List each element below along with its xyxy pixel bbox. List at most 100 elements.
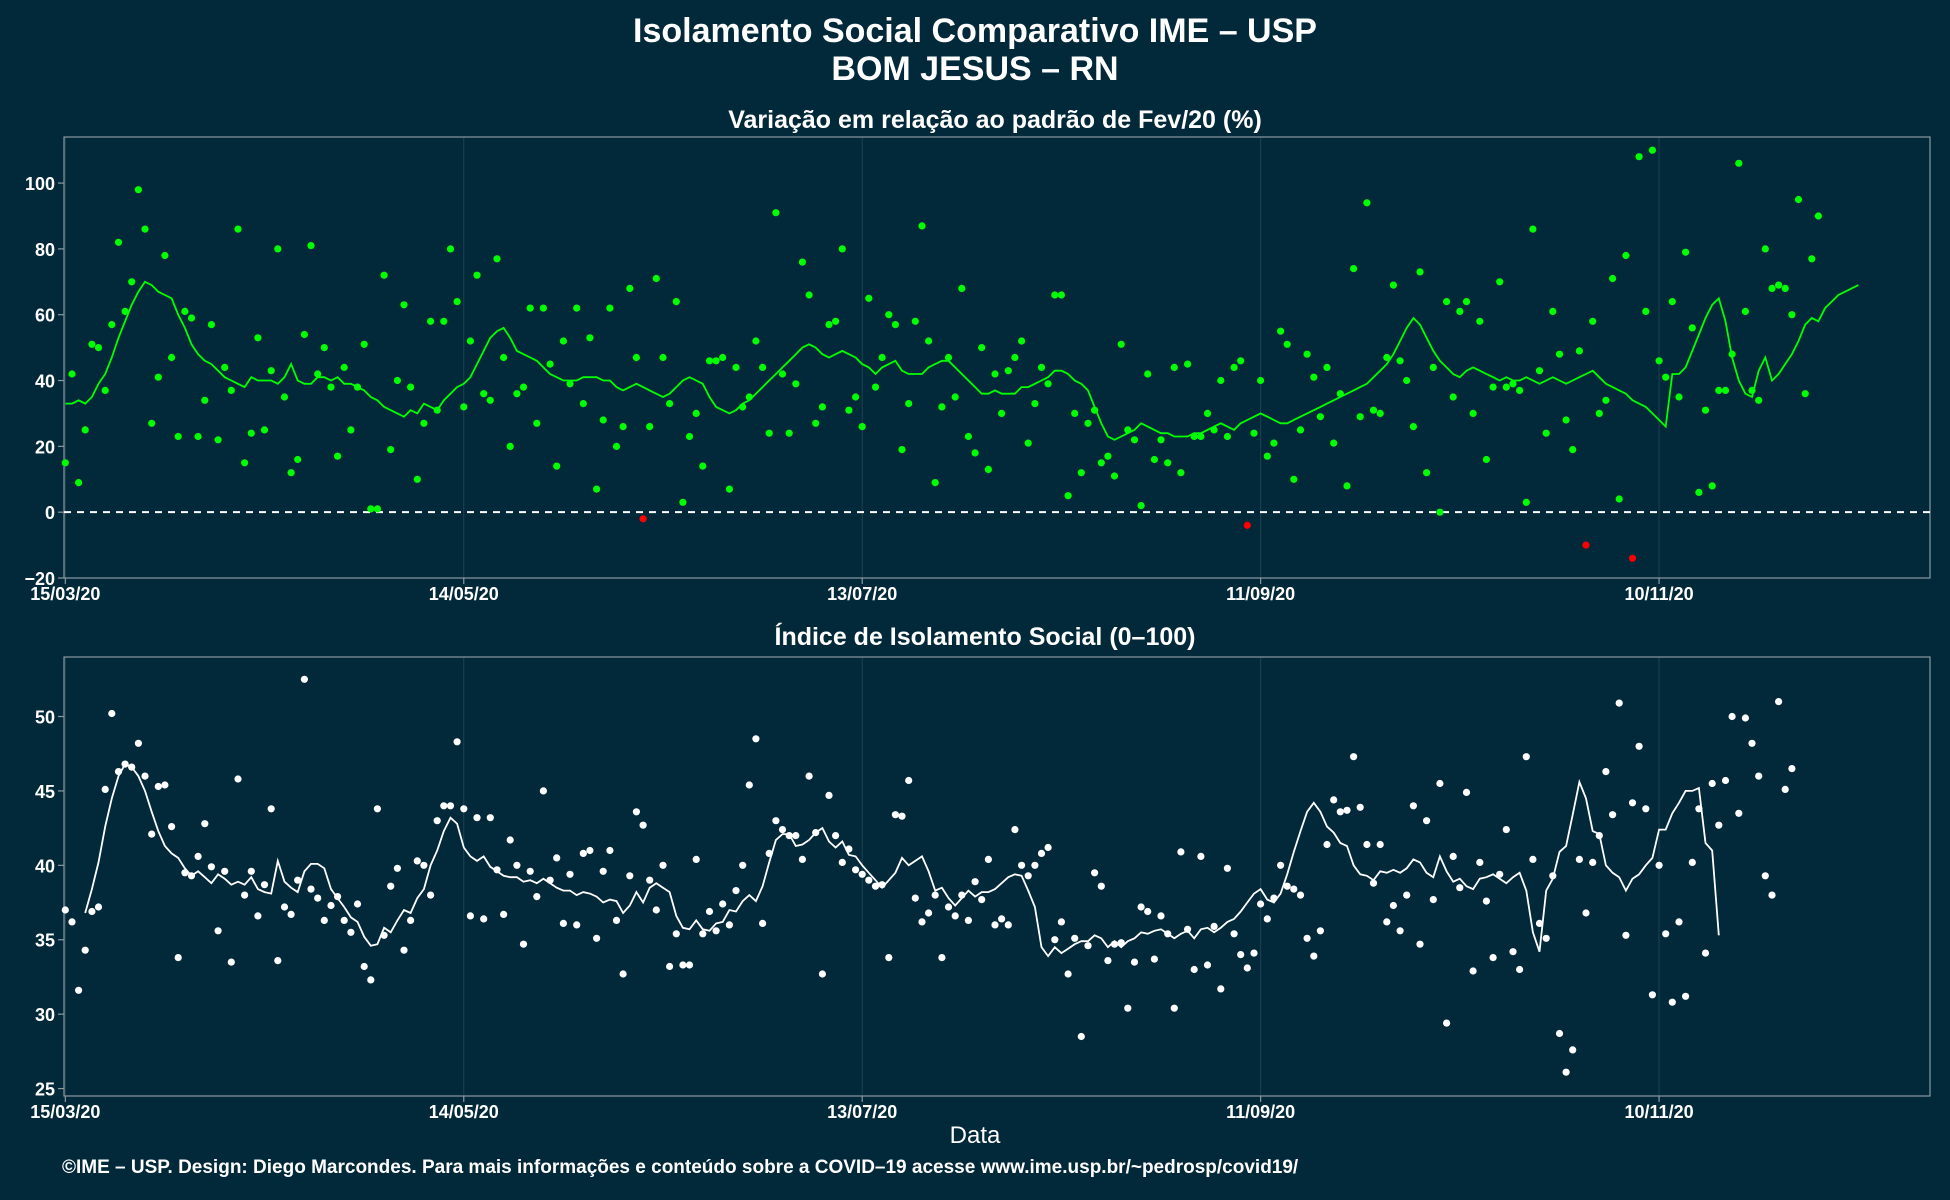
panel2-data-point-42 [340, 916, 348, 925]
panel2-data-point-187 [1303, 934, 1311, 942]
panel1-data-point-38 [314, 370, 322, 378]
panel1-data-point-84 [619, 423, 627, 431]
panel1-data-point-49 [387, 446, 395, 454]
panel2-data-point-179 [1250, 949, 1258, 957]
panel2-data-point-48 [380, 931, 388, 939]
panel2-data-point-223 [1542, 934, 1550, 942]
panel2-data-point-142 [1004, 921, 1012, 929]
panel2-data-point-134 [951, 912, 959, 920]
panel2-data-point-86 [632, 808, 641, 816]
panel1-data-point-156 [1097, 459, 1105, 467]
panel1-data-point-263 [1808, 255, 1816, 263]
panel1-data-point-10 [128, 278, 136, 286]
panel2-data-point-137 [971, 878, 979, 886]
panel2-data-point-155 [1091, 869, 1099, 877]
panel2-data-point-123 [878, 881, 886, 889]
panel2-data-point-125 [891, 811, 900, 819]
panel2-data-point-85 [626, 872, 634, 880]
panel1-data-point-259 [1781, 284, 1789, 292]
panel1-data-point-29 [254, 334, 262, 342]
panel2-data-point-50 [393, 864, 401, 872]
panel2-data-point-211 [1462, 788, 1471, 797]
panel1-data-point-76 [566, 380, 574, 388]
panel1-data-point-18 [181, 307, 189, 315]
panel1-data-point-202 [1403, 376, 1411, 385]
panel2-data-point-118 [845, 845, 853, 853]
panel1-data-point-52 [407, 383, 415, 391]
panel2-data-point-38 [314, 894, 322, 902]
panel2-data-point-33 [280, 903, 289, 911]
panel1-x-tick-label-2: 13/07/20 [827, 584, 897, 604]
panel1-data-point-17 [174, 432, 182, 441]
panel1-data-point-218 [1509, 380, 1517, 388]
panel2-data-point-67 [506, 836, 514, 844]
panel1-data-point-19 [187, 314, 196, 322]
panel2-data-point-9 [121, 760, 129, 768]
panel1-data-point-255 [1755, 396, 1763, 404]
panel2-data-point-32 [274, 957, 282, 965]
panel1-data-point-137 [971, 449, 979, 457]
panel2-data-point-213 [1476, 858, 1484, 867]
panel2-data-point-235 [1622, 931, 1630, 939]
panel1-y-tick-label-6: 100 [25, 174, 55, 194]
panel2-data-point-244 [1682, 992, 1690, 1000]
panel1-data-point-127 [905, 400, 913, 408]
panel1-x-tick-label-3: 11/09/20 [1226, 584, 1295, 604]
panel1-data-point-30 [260, 426, 269, 434]
panel2-data-point-81 [599, 867, 607, 875]
panel1-data-point-144 [1018, 337, 1026, 345]
panel2-data-point-39 [320, 916, 328, 925]
panel2-frame [63, 656, 1931, 1097]
panel1-data-point-150 [1057, 291, 1065, 299]
panel1-data-point-216 [1496, 278, 1504, 286]
panel2-data-point-11 [134, 739, 142, 747]
panel1-data-point-74 [553, 462, 561, 470]
panel2-data-point-35 [294, 876, 302, 884]
panel2-data-point-162 [1137, 903, 1145, 911]
panel2-data-point-100 [725, 921, 734, 929]
panel2-data-point-98 [712, 927, 720, 935]
panel1-data-point-81 [599, 416, 607, 424]
panel2-data-point-204 [1416, 940, 1424, 948]
panel1-data-point-169 [1184, 360, 1192, 368]
panel1-data-point-41 [334, 452, 342, 460]
panel1-data-point-103 [745, 393, 753, 401]
panel1-data-point-242 [1668, 298, 1676, 306]
panel1-data-point-134 [951, 393, 959, 401]
panel2-data-point-181 [1263, 915, 1271, 923]
panel1-data-point-118 [845, 406, 853, 414]
panel1-data-point-4 [88, 340, 96, 348]
panel1-data-point-168 [1177, 469, 1185, 477]
panel1-data-point-47 [373, 505, 381, 513]
panel1-data-point-109 [785, 429, 793, 437]
panel2-data-point-21 [201, 820, 209, 828]
panel2-data-point-156 [1097, 882, 1105, 890]
panel2-data-point-185 [1290, 885, 1298, 893]
panel1-data-point-60 [460, 403, 468, 411]
panel1-data-point-34 [287, 469, 295, 477]
panel2-data-point-2 [75, 986, 83, 994]
figure-title: Isolamento Social Comparativo IME – USP [633, 12, 1317, 50]
panel1-data-point-131 [931, 479, 939, 487]
panel2-data-point-133 [944, 903, 953, 911]
panel1-data-point-233 [1609, 274, 1617, 283]
panel2-data-point-196 [1363, 840, 1371, 849]
panel1-data-point-146 [1031, 400, 1039, 408]
panel1-data-point-225 [1555, 350, 1564, 358]
panel2-data-point-82 [606, 846, 614, 855]
panel1-data-point-247 [1701, 406, 1710, 414]
panel1-data-point-196 [1363, 199, 1371, 207]
panel2-data-point-205 [1423, 817, 1431, 825]
panel2-data-point-167 [1170, 1004, 1178, 1012]
panel2-data-point-135 [958, 891, 966, 899]
panel2-data-point-40 [327, 901, 335, 910]
panel2-data-point-97 [705, 907, 714, 916]
panel2-data-point-47 [373, 805, 381, 813]
panel1-data-point-3 [81, 426, 89, 434]
panel2-data-point-250 [1721, 776, 1730, 785]
panel1-data-point-129 [918, 222, 926, 230]
panel2-data-point-219 [1516, 965, 1524, 974]
panel2-data-point-234 [1615, 699, 1623, 707]
panel1-data-point-25 [227, 386, 235, 394]
panel1-data-point-203 [1409, 423, 1417, 431]
